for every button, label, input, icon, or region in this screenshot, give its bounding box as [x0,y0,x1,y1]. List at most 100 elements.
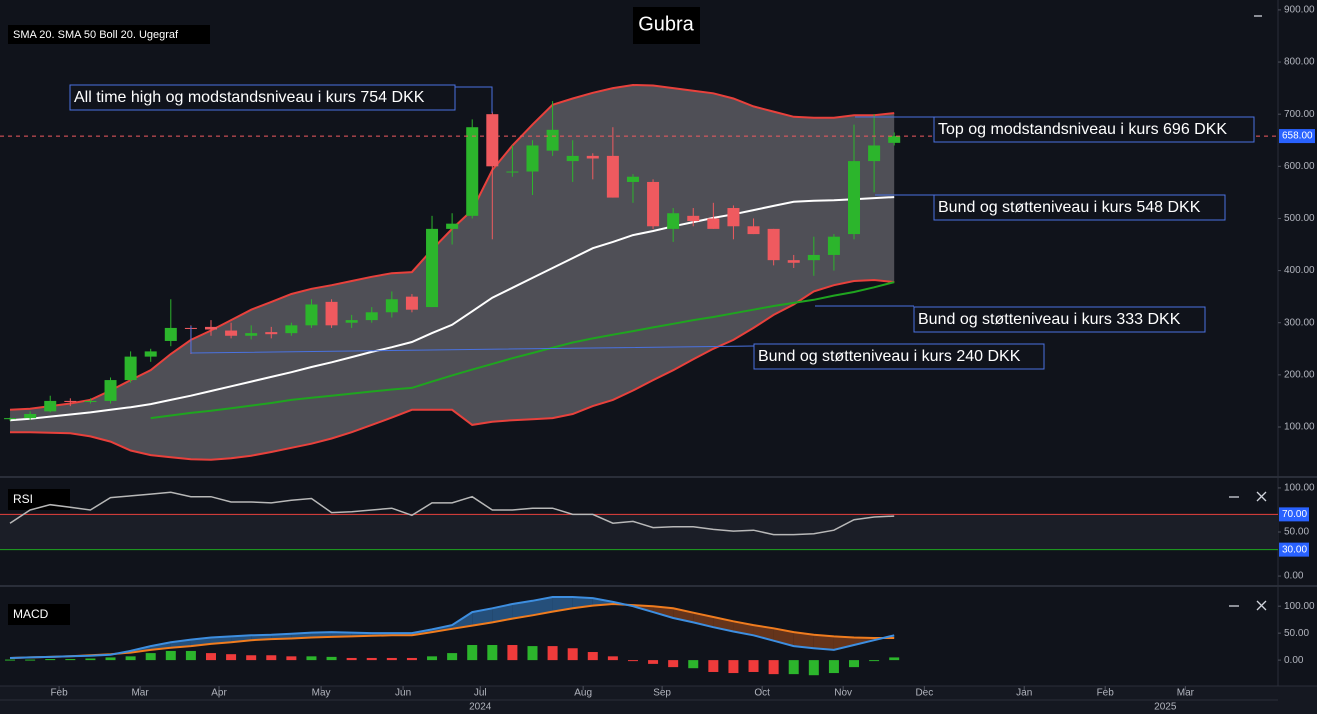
level-label: 30.00 [1282,544,1307,555]
y-tick-label: 800.00 [1284,57,1315,68]
annotation-box [933,116,1255,143]
histogram-bar [25,659,36,661]
annotation: Bund og støtteniveau i kurs 240 DKK [758,348,1021,365]
y-tick-label: 300.00 [1284,317,1315,328]
candle-body [285,325,298,334]
macd-fill [753,625,774,641]
histogram-bar [467,645,478,661]
candle-body [667,213,680,229]
y-tick-label: 50.00 [1284,527,1309,538]
macd-fill [813,634,834,650]
candle-body [24,413,37,419]
annotation-leader [455,86,493,113]
histogram-bar [849,660,860,668]
year-label: 2024 [469,702,492,713]
y-tick-label: 0.00 [1284,571,1304,582]
y-tick-label: 600.00 [1284,161,1315,172]
x-tick-label: Aug [574,688,592,699]
candle-body [647,181,660,227]
histogram-bar [226,654,237,661]
histogram-bar [65,659,76,661]
annotation: Bund og støtteniveau i kurs 548 DKK [938,199,1201,216]
y-tick-label: 200.00 [1284,369,1315,380]
candle-body [807,254,820,261]
x-tick-label: Nov [834,688,852,699]
x-tick-label: Jan [1016,688,1032,699]
close-icon[interactable] [1256,491,1267,502]
y-tick-label: 100.00 [1284,422,1315,433]
title-box [633,7,700,44]
y-tick-label: 100.00 [1284,601,1315,612]
y-tick-label: 900.00 [1284,5,1315,16]
bollinger-fill [10,84,895,460]
histogram-bar [748,660,759,672]
candle-body [626,176,639,182]
last-price-label: 658.00 [1282,131,1313,142]
candle-body [325,301,338,326]
annotation-leader [190,326,755,354]
candle-body [164,327,177,341]
candle-body [848,161,861,235]
y-tick-label: 50.00 [1284,628,1309,639]
candle-body [888,136,901,143]
histogram-bar [125,656,136,661]
x-tick-label: Mar [131,688,149,699]
x-tick-label: Apr [211,688,227,699]
candle-body [707,218,720,229]
histogram-bar [246,655,257,661]
annotation: Bund og støtteniveau i kurs 333 DKK [918,311,1181,328]
candle-body [526,145,539,172]
candle-body [64,400,77,402]
macd-fill [492,604,513,623]
candle-body [486,114,499,167]
histogram-bar [527,646,538,661]
candle-body [385,299,398,313]
x-tick-label: Sep [653,688,671,699]
histogram-bar [808,660,819,676]
bollinger-lower [10,278,895,461]
histogram-bar [145,653,156,661]
candle-body [4,418,17,420]
histogram-bar [547,646,558,661]
annotation: All time high og modstandsniveau i kurs … [74,89,425,106]
level-band [0,514,1278,550]
histogram-bar [507,645,518,661]
histogram-bar [828,660,839,674]
candle-body [727,208,740,227]
x-tick-label: Oct [754,688,770,699]
annotation-box [913,306,1206,333]
x-tick-label: Dec [915,688,933,699]
histogram-bar [165,650,176,661]
histogram-bar [487,645,498,661]
candle-body [124,356,137,381]
candle-body [446,223,459,229]
histogram-bar [447,653,458,661]
histogram-bar [648,660,659,664]
annotation: Top og modstandsniveau i kurs 696 DKK [938,121,1227,138]
level-label: 70.00 [1282,509,1307,520]
close-icon[interactable] [1256,600,1267,611]
x-tick-label: Feb [1097,688,1115,699]
histogram-bar [326,656,337,661]
candle-body [265,332,278,335]
candle-body [144,351,157,357]
y-tick-label: 500.00 [1284,213,1315,224]
candle-body [305,304,318,326]
x-tick-label: May [312,688,331,699]
annotation-box [753,343,1045,370]
histogram-bar [587,652,598,661]
histogram-bar [185,650,196,661]
legend: SMA 20. SMA 50 Boll 20. Ugegraf [13,29,179,41]
annotation-box [69,84,456,111]
pane-label-box [8,604,70,625]
macd-fill [552,597,573,612]
histogram-bar [728,660,739,674]
last-price-tag [1279,129,1315,144]
x-tick-label: Jun [395,688,411,699]
candle-body [365,312,378,321]
level-tag [1279,507,1309,522]
y-tick-label: 400.00 [1284,265,1315,276]
candle-body [426,228,439,308]
histogram-bar [5,659,16,661]
